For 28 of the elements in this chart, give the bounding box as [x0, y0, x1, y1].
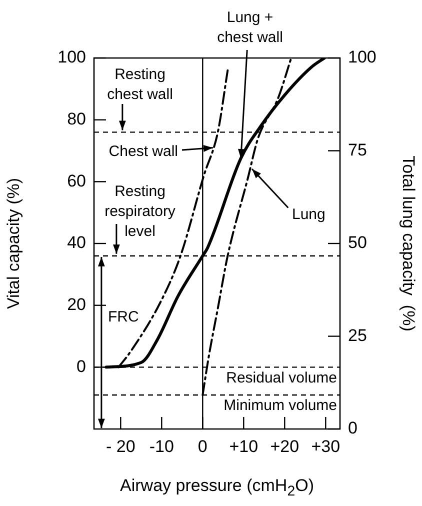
y-tick-label: 0: [76, 356, 86, 376]
x-tick-label: -10: [149, 436, 174, 456]
ref-line-label: Resting respiratory level: [104, 183, 176, 240]
y-axis-title: Vital capacity (%): [4, 178, 23, 310]
y-tick-label: 40: [67, 233, 86, 252]
annotation: Lung: [292, 206, 326, 224]
y2-tick-label: 25: [348, 326, 367, 345]
y2-tick-label: 75: [348, 140, 367, 160]
y-tick-label: 60: [67, 171, 86, 190]
annotation: Chest wall: [108, 143, 178, 160]
x-axis-title: Airway pressure (cmH$_{2}$O): [119, 476, 315, 500]
x-tick-label: - 20: [106, 436, 136, 456]
y-tick-label: 100: [58, 48, 86, 67]
y-tick-label: 80: [67, 110, 86, 129]
y2-tick-label: 0: [348, 418, 358, 438]
ref-line-label: Resting chest wall: [107, 66, 173, 104]
y2-tick-label: 100: [348, 48, 376, 67]
ref-line-label: Minimum volume: [224, 397, 337, 414]
x-tick-label: +30: [311, 436, 340, 456]
y-tick-label: 20: [67, 295, 86, 314]
x-tick-label: +10: [229, 436, 258, 456]
x-tick-label: 0: [198, 436, 208, 456]
annotation: FRC: [108, 308, 139, 326]
annotation: Lung + chest wall: [217, 9, 283, 46]
ref-line-label: Residual volume: [226, 369, 337, 386]
y2-tick-label: 50: [348, 233, 367, 252]
y2-axis-title: Total lung capacity (%): [399, 156, 418, 332]
x-tick-label: +20: [270, 436, 300, 456]
